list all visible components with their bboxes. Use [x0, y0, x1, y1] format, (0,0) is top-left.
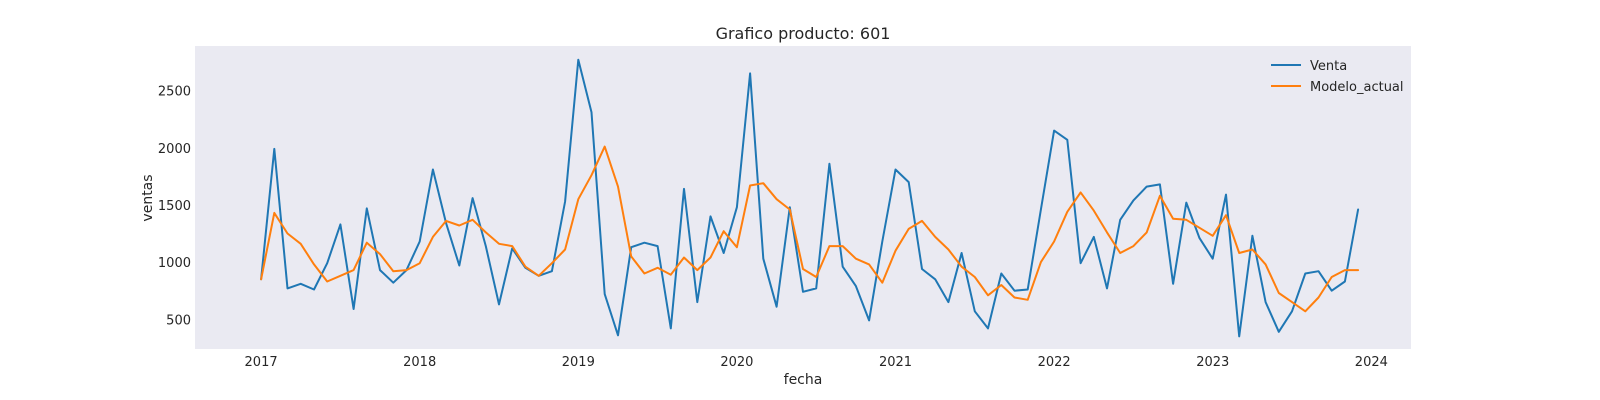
series-layer: [260, 58, 1360, 338]
chart-title: Grafico producto: 601: [716, 24, 891, 43]
x-axis-label: fecha: [784, 372, 823, 388]
y-tick-label: 2500: [158, 85, 191, 100]
x-tick-label: 2017: [245, 355, 278, 370]
series-line-venta: [260, 58, 1360, 338]
legend-label: Venta: [1310, 59, 1347, 74]
legend: Venta Modelo_actual: [1271, 59, 1404, 95]
x-tick-label: 2018: [403, 355, 436, 370]
series-line-modelo-actual: [260, 145, 1360, 313]
y-tick-label: 1500: [158, 199, 191, 214]
legend-label: Modelo_actual: [1310, 80, 1404, 95]
x-tick-label: 2023: [1196, 355, 1229, 370]
x-axis-ticks: 2017 2018 2019 2020 2021 2022 2023 2024: [245, 355, 1388, 370]
x-tick-label: 2019: [562, 355, 595, 370]
y-tick-label: 2000: [158, 142, 191, 157]
plot-area: [195, 46, 1411, 349]
x-tick-label: 2022: [1038, 355, 1071, 370]
x-tick-label: 2021: [879, 355, 912, 370]
x-tick-label: 2020: [720, 355, 753, 370]
y-tick-label: 1000: [158, 256, 191, 271]
x-tick-label: 2024: [1355, 355, 1388, 370]
y-axis-ticks: 500 1000 1500 2000 2500: [158, 85, 191, 329]
y-tick-label: 500: [166, 313, 191, 328]
y-axis-label: ventas: [140, 174, 156, 221]
